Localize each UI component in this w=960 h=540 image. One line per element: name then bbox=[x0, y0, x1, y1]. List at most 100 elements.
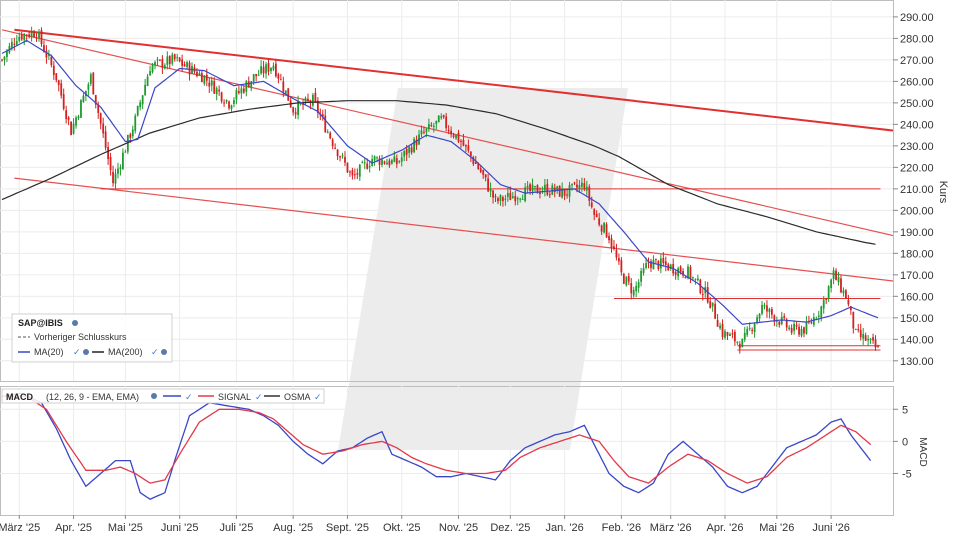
candle bbox=[104, 125, 107, 151]
candle bbox=[593, 208, 596, 221]
candle bbox=[178, 57, 181, 63]
candle bbox=[724, 329, 726, 340]
candle bbox=[233, 97, 235, 108]
candle bbox=[329, 131, 332, 140]
macd-panel bbox=[0, 386, 894, 516]
candle bbox=[126, 134, 129, 155]
candle bbox=[795, 321, 798, 330]
candle bbox=[1, 58, 3, 62]
candle bbox=[450, 126, 453, 138]
price-tick-label: 260.00 bbox=[900, 76, 934, 88]
candle bbox=[368, 160, 371, 173]
legend-osma: OSMA bbox=[284, 392, 311, 402]
candle bbox=[381, 154, 383, 168]
candle bbox=[282, 76, 285, 98]
candle bbox=[558, 185, 561, 197]
price-tick-label: 270.00 bbox=[900, 55, 934, 67]
time-tick-label: Nov. '25 bbox=[439, 522, 478, 534]
time-tick-label: Sept. '25 bbox=[326, 522, 369, 534]
candle bbox=[272, 62, 275, 72]
candle bbox=[144, 79, 147, 96]
candle bbox=[467, 139, 470, 153]
candle bbox=[460, 139, 462, 149]
ma200-check-icon[interactable]: ✓ bbox=[151, 347, 159, 357]
time-tick-label: Feb. '26 bbox=[602, 522, 641, 534]
osma-check-icon[interactable]: ✓ bbox=[314, 392, 322, 402]
candle bbox=[677, 266, 680, 281]
ma20-globe-icon[interactable] bbox=[83, 349, 89, 355]
candle bbox=[521, 194, 524, 201]
candle bbox=[534, 185, 536, 193]
price-tick-label: 140.00 bbox=[900, 334, 934, 346]
candle bbox=[316, 97, 319, 119]
ma200-globe-icon[interactable] bbox=[161, 349, 167, 355]
candle bbox=[265, 61, 267, 79]
candle bbox=[689, 264, 692, 284]
candle bbox=[566, 189, 568, 199]
candle bbox=[625, 276, 628, 287]
candle bbox=[827, 285, 830, 302]
price-tick-label: 230.00 bbox=[900, 141, 934, 153]
candle bbox=[726, 331, 729, 341]
candle bbox=[361, 160, 364, 164]
candle bbox=[788, 325, 791, 331]
candle bbox=[605, 222, 608, 238]
candle bbox=[719, 322, 721, 330]
signal-check-icon[interactable]: ✓ bbox=[255, 392, 263, 402]
candle bbox=[516, 196, 519, 206]
price-axis-label: Kurs bbox=[937, 181, 949, 204]
candle bbox=[287, 88, 290, 101]
candle bbox=[672, 258, 675, 277]
candle bbox=[304, 96, 307, 105]
candle bbox=[657, 260, 660, 271]
candle bbox=[763, 302, 766, 310]
candle bbox=[223, 99, 225, 107]
candle bbox=[733, 329, 736, 346]
candle bbox=[578, 180, 581, 194]
candle bbox=[746, 326, 749, 337]
candle bbox=[87, 82, 90, 96]
candle bbox=[869, 338, 872, 344]
candle bbox=[176, 53, 179, 62]
candle bbox=[627, 272, 630, 286]
price-tick-label: 150.00 bbox=[900, 313, 934, 325]
candle bbox=[655, 258, 657, 264]
ma20-check-icon[interactable]: ✓ bbox=[73, 347, 81, 357]
candle bbox=[877, 344, 879, 348]
candle bbox=[857, 323, 860, 333]
candle bbox=[47, 49, 50, 61]
candle bbox=[800, 325, 803, 338]
candle bbox=[600, 224, 603, 235]
price-tick-label: 210.00 bbox=[900, 184, 934, 196]
candle bbox=[835, 268, 837, 281]
candle bbox=[245, 79, 248, 97]
macd-globe-icon[interactable] bbox=[151, 393, 157, 399]
candle bbox=[84, 90, 87, 101]
candle bbox=[89, 72, 92, 87]
candle bbox=[154, 60, 156, 70]
globe-icon[interactable] bbox=[72, 320, 78, 326]
macd-lines bbox=[1, 392, 872, 500]
candle bbox=[874, 335, 877, 351]
candle bbox=[109, 152, 112, 176]
candle bbox=[188, 60, 191, 81]
candle bbox=[659, 254, 662, 274]
macd-check-icon[interactable]: ✓ bbox=[185, 392, 193, 402]
candle bbox=[225, 99, 228, 104]
candle bbox=[618, 253, 620, 265]
legend-signal: SIGNAL bbox=[218, 392, 251, 402]
candle bbox=[585, 180, 588, 196]
candle bbox=[8, 42, 11, 55]
candle bbox=[736, 341, 739, 345]
candle bbox=[410, 143, 413, 155]
candle bbox=[778, 320, 781, 328]
candle bbox=[832, 267, 835, 285]
time-tick-label: Mai '26 bbox=[759, 522, 794, 534]
candle bbox=[260, 60, 262, 75]
time-tick-label: Dez. '25 bbox=[490, 522, 530, 534]
candle bbox=[751, 327, 754, 335]
candle bbox=[674, 270, 677, 280]
candle bbox=[497, 196, 499, 205]
legend-box: SAP@IBIS Vorheriger Schlusskurs MA(20) ✓… bbox=[11, 313, 173, 363]
candle bbox=[235, 87, 238, 105]
